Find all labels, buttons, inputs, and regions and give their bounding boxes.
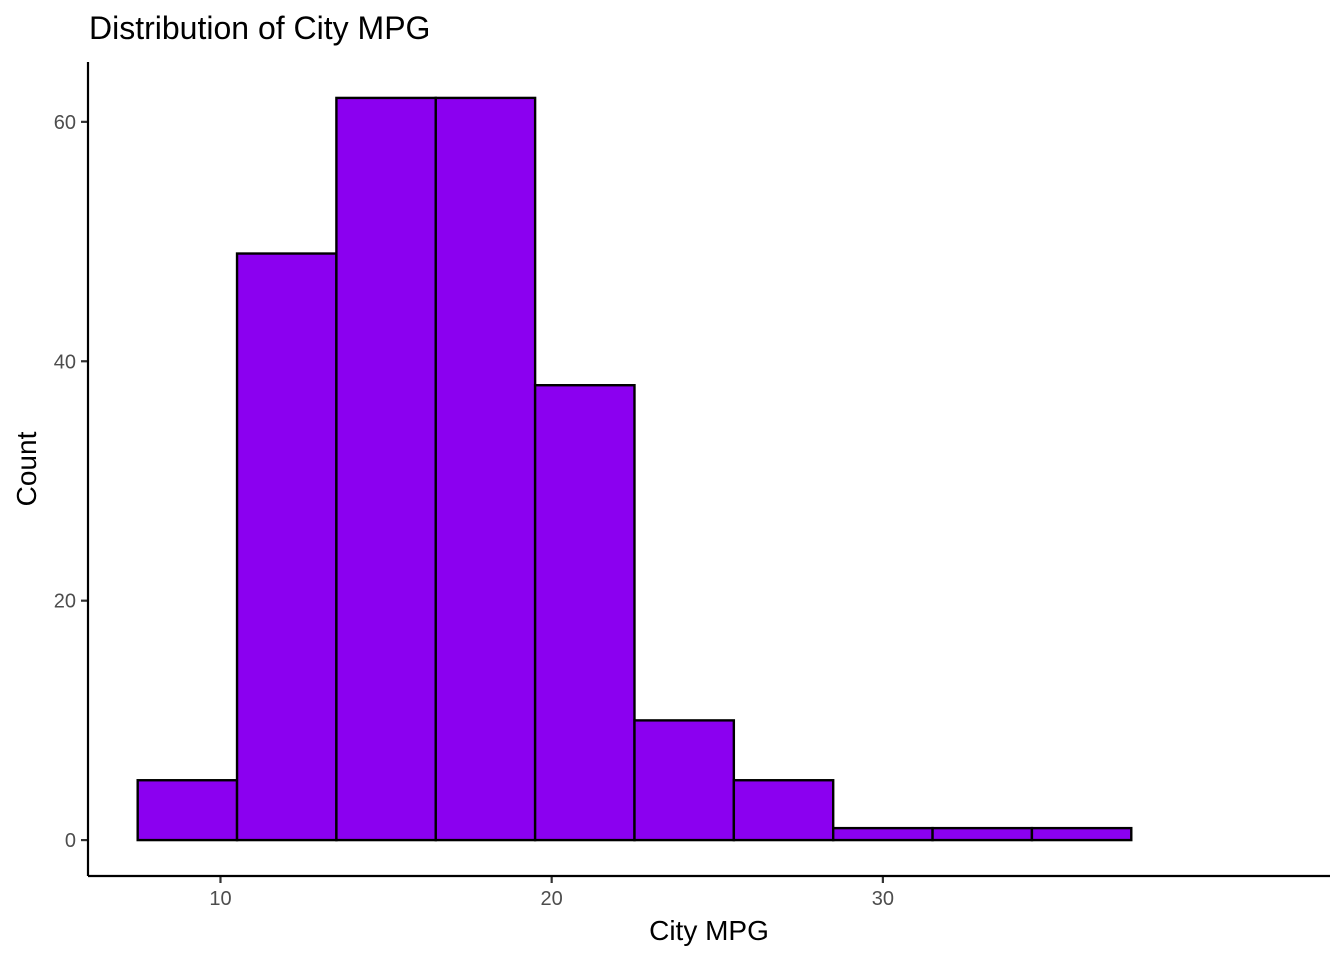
histogram-bar-6 <box>633 719 736 842</box>
y-tick-label-20: 20 <box>54 591 76 613</box>
histogram-bar-9 <box>931 826 1034 842</box>
histogram-bar-8 <box>832 826 934 842</box>
y-tick-label-40: 40 <box>54 351 76 373</box>
x-tick-label-10: 10 <box>209 888 231 910</box>
y-tick-label-0: 0 <box>65 830 76 852</box>
x-axis-title: City MPG <box>649 915 769 946</box>
x-axis-ticks: 10 20 30 <box>209 876 894 910</box>
histogram-bar-10 <box>1030 826 1133 842</box>
y-axis-ticks: 0 20 40 60 <box>54 112 88 852</box>
bars-group <box>136 96 1133 842</box>
histogram-bar-1 <box>136 779 239 842</box>
x-tick-label-30: 30 <box>872 888 894 910</box>
histogram-bar-4 <box>434 96 537 842</box>
x-tick-label-20: 20 <box>541 888 563 910</box>
histogram-bar-3 <box>335 96 437 842</box>
histogram-bar-7 <box>732 779 835 842</box>
histogram-bar-5 <box>533 384 636 842</box>
histogram-bar-2 <box>235 252 338 842</box>
y-axis-title: Count <box>11 431 42 506</box>
y-tick-label-60: 60 <box>54 112 76 134</box>
chart-title: Distribution of City MPG <box>89 10 430 46</box>
